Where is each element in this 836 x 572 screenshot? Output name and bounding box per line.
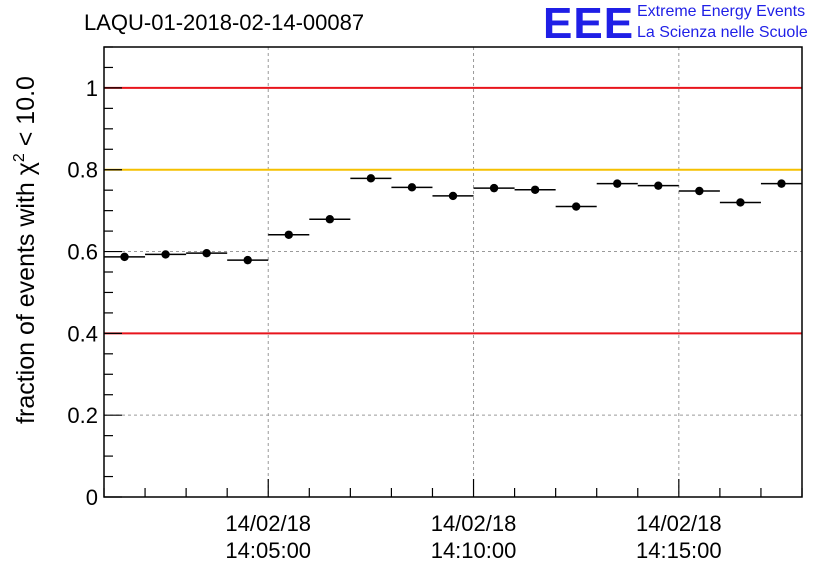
eee-logo-mark: EEE bbox=[543, 0, 635, 48]
y-tick-label: 0.4 bbox=[67, 321, 98, 346]
y-axis-label: fraction of events with χ2 < 10.0 bbox=[11, 76, 40, 424]
data-points bbox=[104, 174, 802, 265]
x-tick-label-time: 14:10:00 bbox=[431, 538, 517, 563]
data-point bbox=[407, 183, 417, 192]
data-point bbox=[571, 202, 581, 211]
plot-frame bbox=[103, 46, 803, 498]
x-tick-label-date: 14/02/18 bbox=[431, 511, 517, 536]
data-point bbox=[654, 181, 663, 190]
x-tick-label-time: 14:05:00 bbox=[225, 538, 311, 563]
chart-title: LAQU-01-2018-02-14-00087 bbox=[84, 10, 365, 35]
y-tick-labels: 0 0.2 0.4 0.6 0.8 1 bbox=[67, 76, 98, 510]
data-point bbox=[243, 255, 252, 265]
x-tick-labels: 14/02/1814:05:0014/02/1814:10:0014/02/18… bbox=[225, 511, 721, 563]
x-tick-label-date: 14/02/18 bbox=[636, 511, 722, 536]
y-tick-label: 1 bbox=[86, 76, 98, 101]
y-tick-label: 0.8 bbox=[67, 158, 98, 183]
data-point bbox=[161, 250, 170, 259]
data-point bbox=[284, 230, 293, 239]
axis-ticks bbox=[103, 46, 803, 498]
data-point bbox=[530, 185, 540, 194]
y-tick-label: 0.6 bbox=[67, 240, 98, 265]
data-point bbox=[325, 215, 335, 224]
logo-subtitle-line2: La Scienza nelle Scuole bbox=[637, 24, 808, 41]
x-tick-label-date: 14/02/18 bbox=[225, 511, 311, 536]
grid-lines bbox=[104, 47, 802, 497]
data-point bbox=[613, 179, 622, 188]
data-point bbox=[448, 191, 458, 201]
data-point bbox=[736, 198, 745, 207]
y-tick-label: 0 bbox=[86, 485, 98, 510]
y-tick-label: 0.2 bbox=[67, 403, 98, 428]
x-tick-label-time: 14:15:00 bbox=[636, 538, 722, 563]
data-point bbox=[120, 252, 129, 262]
data-point bbox=[202, 248, 211, 258]
data-point bbox=[366, 174, 376, 183]
data-point bbox=[777, 179, 786, 188]
logo-subtitle-line1: Extreme Energy Events bbox=[637, 3, 806, 20]
reference-lines bbox=[104, 86, 802, 335]
data-point bbox=[489, 183, 499, 193]
data-point bbox=[695, 186, 704, 196]
